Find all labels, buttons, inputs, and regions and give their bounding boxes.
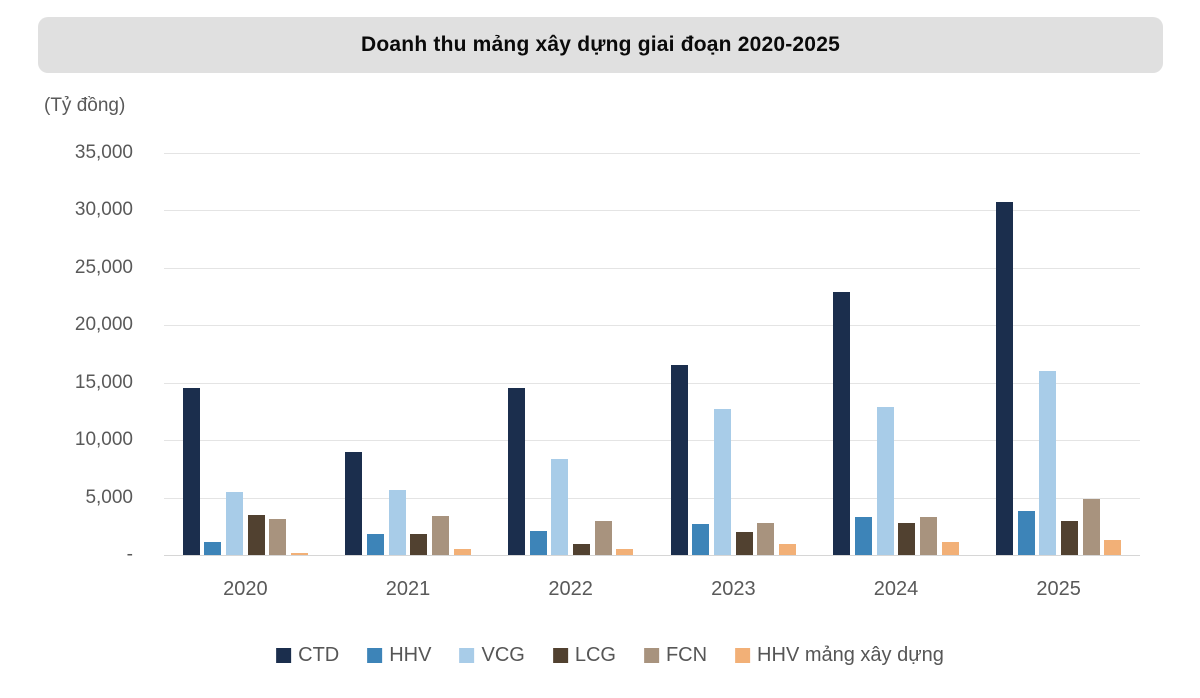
bar-hhv-2022 — [529, 531, 547, 555]
x-tick-label-2020: 2020 — [223, 578, 268, 600]
bar-fcn-2024 — [920, 517, 938, 555]
bar-ctd-2021 — [345, 452, 363, 555]
bar-hhv-mang-xay-dung-2024 — [941, 542, 959, 555]
bar-hhv-mang-xay-dung-2025 — [1104, 540, 1122, 555]
chart-legend: CTD HHV VCG LCG FCN HHV mảng xây dựng — [276, 644, 944, 667]
x-axis-line — [164, 555, 1140, 556]
bar-vcg-2021 — [388, 490, 406, 555]
y-tick-label-25000: 25,000 — [74, 256, 133, 278]
bar-vcg-2020 — [225, 492, 243, 555]
bar-fcn-2022 — [594, 521, 612, 555]
gridline-25000 — [164, 267, 1140, 269]
legend-swatch-lcg — [552, 648, 568, 663]
legend-swatch-fcn — [643, 648, 659, 663]
bar-fcn-2025 — [1082, 499, 1100, 555]
gridline-35000 — [164, 153, 1140, 154]
bar-fcn-2021 — [432, 516, 450, 555]
bar-lcg-2023 — [735, 532, 753, 555]
bar-lcg-2025 — [1061, 521, 1079, 555]
y-tick-label-30000: 30,000 — [74, 199, 133, 221]
y-tick-label-35000: 35,000 — [74, 142, 133, 163]
bar-ctd-2020 — [182, 388, 200, 555]
legend-label-ctd: CTD — [298, 644, 340, 666]
legend-item-fcn: FCN — [643, 644, 708, 667]
legend-item-hhv: HHV — [367, 644, 431, 667]
bar-fcn-2020 — [269, 519, 287, 555]
bar-hhv-mang-xay-dung-2021 — [453, 549, 471, 555]
bar-ctd-2025 — [995, 202, 1013, 555]
y-tick-label-15000: 15,000 — [74, 371, 133, 393]
bar-ctd-2023 — [670, 365, 688, 555]
bar-ctd-2024 — [833, 292, 851, 555]
gridline-15000 — [164, 382, 1140, 384]
bar-hhv-2021 — [366, 534, 384, 555]
legend-label-fcn: FCN — [665, 644, 708, 666]
x-tick-label-2023: 2023 — [711, 578, 756, 600]
bar-lcg-2020 — [247, 515, 265, 555]
x-tick-label-2024: 2024 — [873, 578, 919, 600]
x-tick-label-2021: 2021 — [385, 578, 431, 600]
legend-item-lcg: LCG — [552, 644, 616, 667]
legend-item-hhv-mang-xay-dung: HHV mảng xây dựng — [735, 644, 944, 667]
gridline-5000 — [164, 497, 1140, 499]
x-tick-label-2025: 2025 — [1036, 578, 1081, 600]
y-tick-label-5000: 5,000 — [85, 486, 133, 508]
bar-hhv-mang-xay-dung-2023 — [779, 544, 797, 555]
chart-title: Doanh thu mảng xây dựng giai đoạn 2020-2… — [361, 33, 840, 56]
bar-ctd-2022 — [507, 388, 525, 555]
bar-lcg-2022 — [573, 544, 591, 555]
bar-hhv-2025 — [1017, 511, 1035, 555]
legend-label-vcg: VCG — [481, 644, 525, 666]
gridline-20000 — [164, 325, 1140, 327]
y-tick-label-0: - — [126, 544, 133, 565]
y-tick-label-10000: 10,000 — [74, 429, 133, 451]
legend-item-ctd: CTD — [276, 644, 339, 667]
bar-vcg-2023 — [713, 409, 731, 555]
bar-hhv-mang-xay-dung-2022 — [616, 549, 634, 555]
bar-hhv-2024 — [854, 517, 872, 555]
legend-swatch-vcg — [459, 648, 475, 663]
y-tick-label-20000: 20,000 — [74, 314, 133, 336]
bar-hhv-mang-xay-dung-2020 — [291, 553, 309, 555]
bar-hhv-2023 — [692, 524, 710, 555]
legend-swatch-ctd — [276, 648, 292, 663]
legend-label-hhv-mang-xay-dung: HHV mảng xây dựng — [757, 644, 944, 666]
bar-lcg-2024 — [898, 523, 916, 555]
bar-lcg-2021 — [410, 534, 428, 555]
gridline-30000 — [164, 210, 1140, 212]
bar-vcg-2025 — [1039, 371, 1057, 555]
bar-hhv-2020 — [204, 542, 222, 555]
legend-label-hhv: HHV — [389, 644, 432, 666]
y-axis-unit-label: (Tỷ đồng) — [44, 95, 126, 116]
legend-item-vcg: VCG — [459, 644, 525, 667]
chart-title-bar: Doanh thu mảng xây dựng giai đoạn 2020-2… — [38, 17, 1163, 73]
legend-swatch-hhv-mang-xay-dung — [735, 648, 751, 663]
bar-fcn-2023 — [757, 523, 775, 555]
legend-swatch-hhv — [367, 648, 383, 663]
bar-vcg-2022 — [551, 459, 569, 555]
gridline-10000 — [164, 440, 1140, 442]
bar-vcg-2024 — [876, 407, 894, 555]
x-tick-label-2022: 2022 — [548, 578, 593, 600]
legend-label-lcg: LCG — [574, 644, 616, 666]
